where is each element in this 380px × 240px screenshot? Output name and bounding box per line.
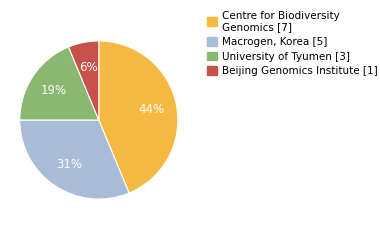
Legend: Centre for Biodiversity
Genomics [7], Macrogen, Korea [5], University of Tyumen : Centre for Biodiversity Genomics [7], Ma…	[207, 11, 378, 76]
Wedge shape	[20, 47, 99, 120]
Wedge shape	[99, 41, 178, 193]
Text: 6%: 6%	[79, 61, 98, 74]
Wedge shape	[68, 41, 99, 120]
Wedge shape	[20, 120, 129, 199]
Text: 19%: 19%	[41, 84, 67, 97]
Text: 44%: 44%	[138, 103, 165, 116]
Text: 31%: 31%	[56, 158, 82, 171]
